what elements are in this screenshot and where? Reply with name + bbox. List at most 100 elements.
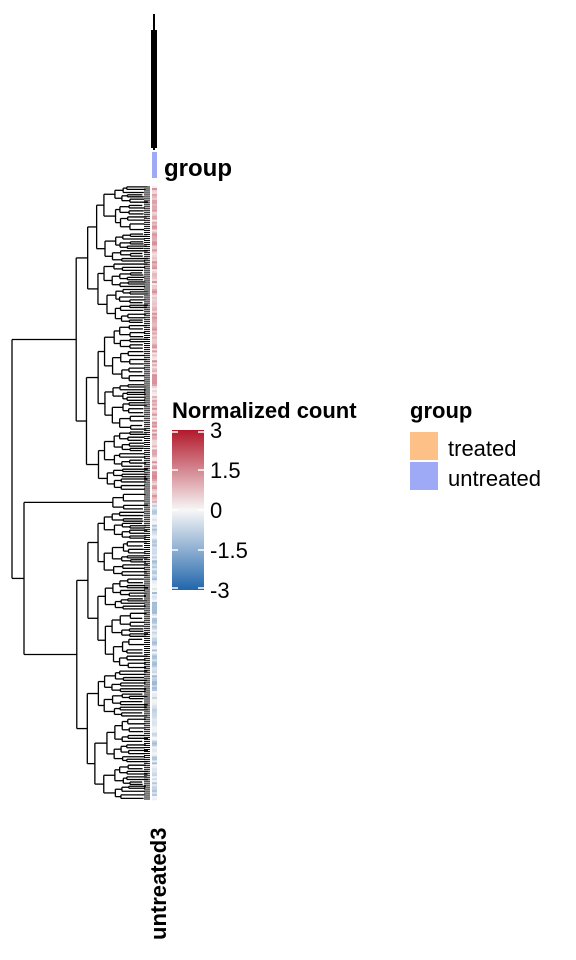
heatmap-cell xyxy=(152,186,157,189)
heatmap-cell xyxy=(152,382,157,385)
heatmap-cell xyxy=(152,265,157,268)
heatmap-cell xyxy=(152,584,157,587)
heatmap-cell xyxy=(152,714,157,718)
heatmap-cell xyxy=(152,449,157,452)
heatmap-cell xyxy=(152,528,157,531)
heatmap-cell xyxy=(152,629,157,632)
heatmap-cell xyxy=(152,259,157,262)
heatmap-cell xyxy=(152,247,157,250)
heatmap-cell xyxy=(152,698,157,702)
heatmap-cell xyxy=(152,362,157,365)
heatmap-cell xyxy=(152,641,157,644)
heatmap-cell xyxy=(152,447,157,450)
heatmap-cell xyxy=(152,796,157,799)
heatmap-cell xyxy=(152,677,157,680)
heatmap-cell xyxy=(152,399,157,403)
heatmap-cell xyxy=(152,546,157,549)
heatmap-cell xyxy=(152,762,157,765)
heatmap-cell xyxy=(152,197,157,201)
colorbar-tick-label: 3 xyxy=(210,418,222,443)
heatmap-cell xyxy=(152,542,157,545)
heatmap-cell xyxy=(152,288,157,292)
heatmap-cell xyxy=(152,290,157,294)
heatmap-cell xyxy=(152,710,157,714)
heatmap-cell xyxy=(152,431,157,434)
heatmap-cell xyxy=(152,764,157,767)
heatmap-cell xyxy=(152,544,157,547)
heatmap-cell xyxy=(152,657,157,660)
column-dendrogram-body xyxy=(151,30,157,148)
heatmap-cell xyxy=(152,594,157,597)
heatmap-cell xyxy=(152,233,157,236)
annotation-label: group xyxy=(164,155,232,182)
heatmap-cell xyxy=(152,469,157,472)
heatmap-cell xyxy=(152,558,157,561)
heatmap-cell xyxy=(152,479,157,482)
heatmap-cell xyxy=(152,712,157,716)
heatmap-cell xyxy=(152,742,157,745)
heatmap-cell xyxy=(152,768,157,771)
heatmap-cell xyxy=(152,441,157,444)
heatmap-cell xyxy=(152,736,157,739)
heatmap-cell xyxy=(152,619,157,623)
heatmap-cell xyxy=(152,455,157,458)
heatmap-cell xyxy=(152,679,157,682)
heatmap-cell xyxy=(152,498,157,502)
heatmap-cell xyxy=(152,348,157,351)
heatmap-cell xyxy=(152,518,157,522)
heatmap-cell xyxy=(152,421,157,424)
heatmap-cell xyxy=(152,708,157,712)
heatmap-cell xyxy=(152,332,157,335)
heatmap-cell xyxy=(152,465,157,468)
heatmap-cells xyxy=(152,186,157,801)
heatmap-cell xyxy=(152,512,157,516)
heatmap-cell xyxy=(152,784,157,787)
heatmap-cell xyxy=(152,310,157,314)
heatmap-cell xyxy=(152,572,157,575)
heatmap-cell xyxy=(152,510,157,514)
heatmap-cell xyxy=(152,285,157,288)
heatmap-cell xyxy=(152,439,157,442)
heatmap-cell xyxy=(152,360,157,363)
heatmap-cell xyxy=(152,649,157,652)
heatmap-cell xyxy=(152,578,157,581)
heatmap-cell xyxy=(152,752,157,755)
heatmap-cell xyxy=(152,294,157,298)
heatmap-cell xyxy=(152,494,157,498)
heatmap-cell xyxy=(152,782,157,785)
heatmap-cell xyxy=(152,597,157,601)
heatmap-cell xyxy=(152,215,157,218)
heatmap-cell xyxy=(152,750,157,753)
heatmap-cell xyxy=(152,316,157,320)
heatmap-cell xyxy=(152,550,157,553)
heatmap-cell xyxy=(152,417,157,421)
heatmap-cell xyxy=(152,502,157,506)
heatmap-cell xyxy=(152,748,157,751)
heatmap-cell xyxy=(152,491,157,494)
heatmap-cell xyxy=(152,445,157,448)
heatmap-cell xyxy=(152,292,157,296)
heatmap-cell xyxy=(152,461,157,464)
heatmap-cell xyxy=(152,287,157,290)
heatmap-cell xyxy=(152,744,157,747)
heatmap-cell xyxy=(152,203,157,207)
heatmap-cell xyxy=(152,532,157,535)
heatmap-cell xyxy=(152,540,157,543)
heatmap-cell xyxy=(152,263,157,266)
heatmap-cell xyxy=(152,485,157,488)
heatmap-cell xyxy=(152,526,157,529)
heatmap-cell xyxy=(152,631,157,634)
heatmap-cell xyxy=(152,314,157,318)
heatmap-cell xyxy=(152,241,157,244)
column-label: untreated3 xyxy=(146,828,171,940)
heatmap-cell xyxy=(152,671,157,674)
heatmap-cell xyxy=(152,582,157,585)
heatmap-cell xyxy=(152,239,157,242)
heatmap-cell xyxy=(152,702,157,706)
heatmap-cell xyxy=(152,207,157,211)
heatmap-cell xyxy=(152,391,157,395)
heatmap-cell xyxy=(152,706,157,710)
heatmap-cell xyxy=(152,774,157,777)
heatmap-cell xyxy=(152,778,157,781)
heatmap-cell xyxy=(152,726,157,729)
